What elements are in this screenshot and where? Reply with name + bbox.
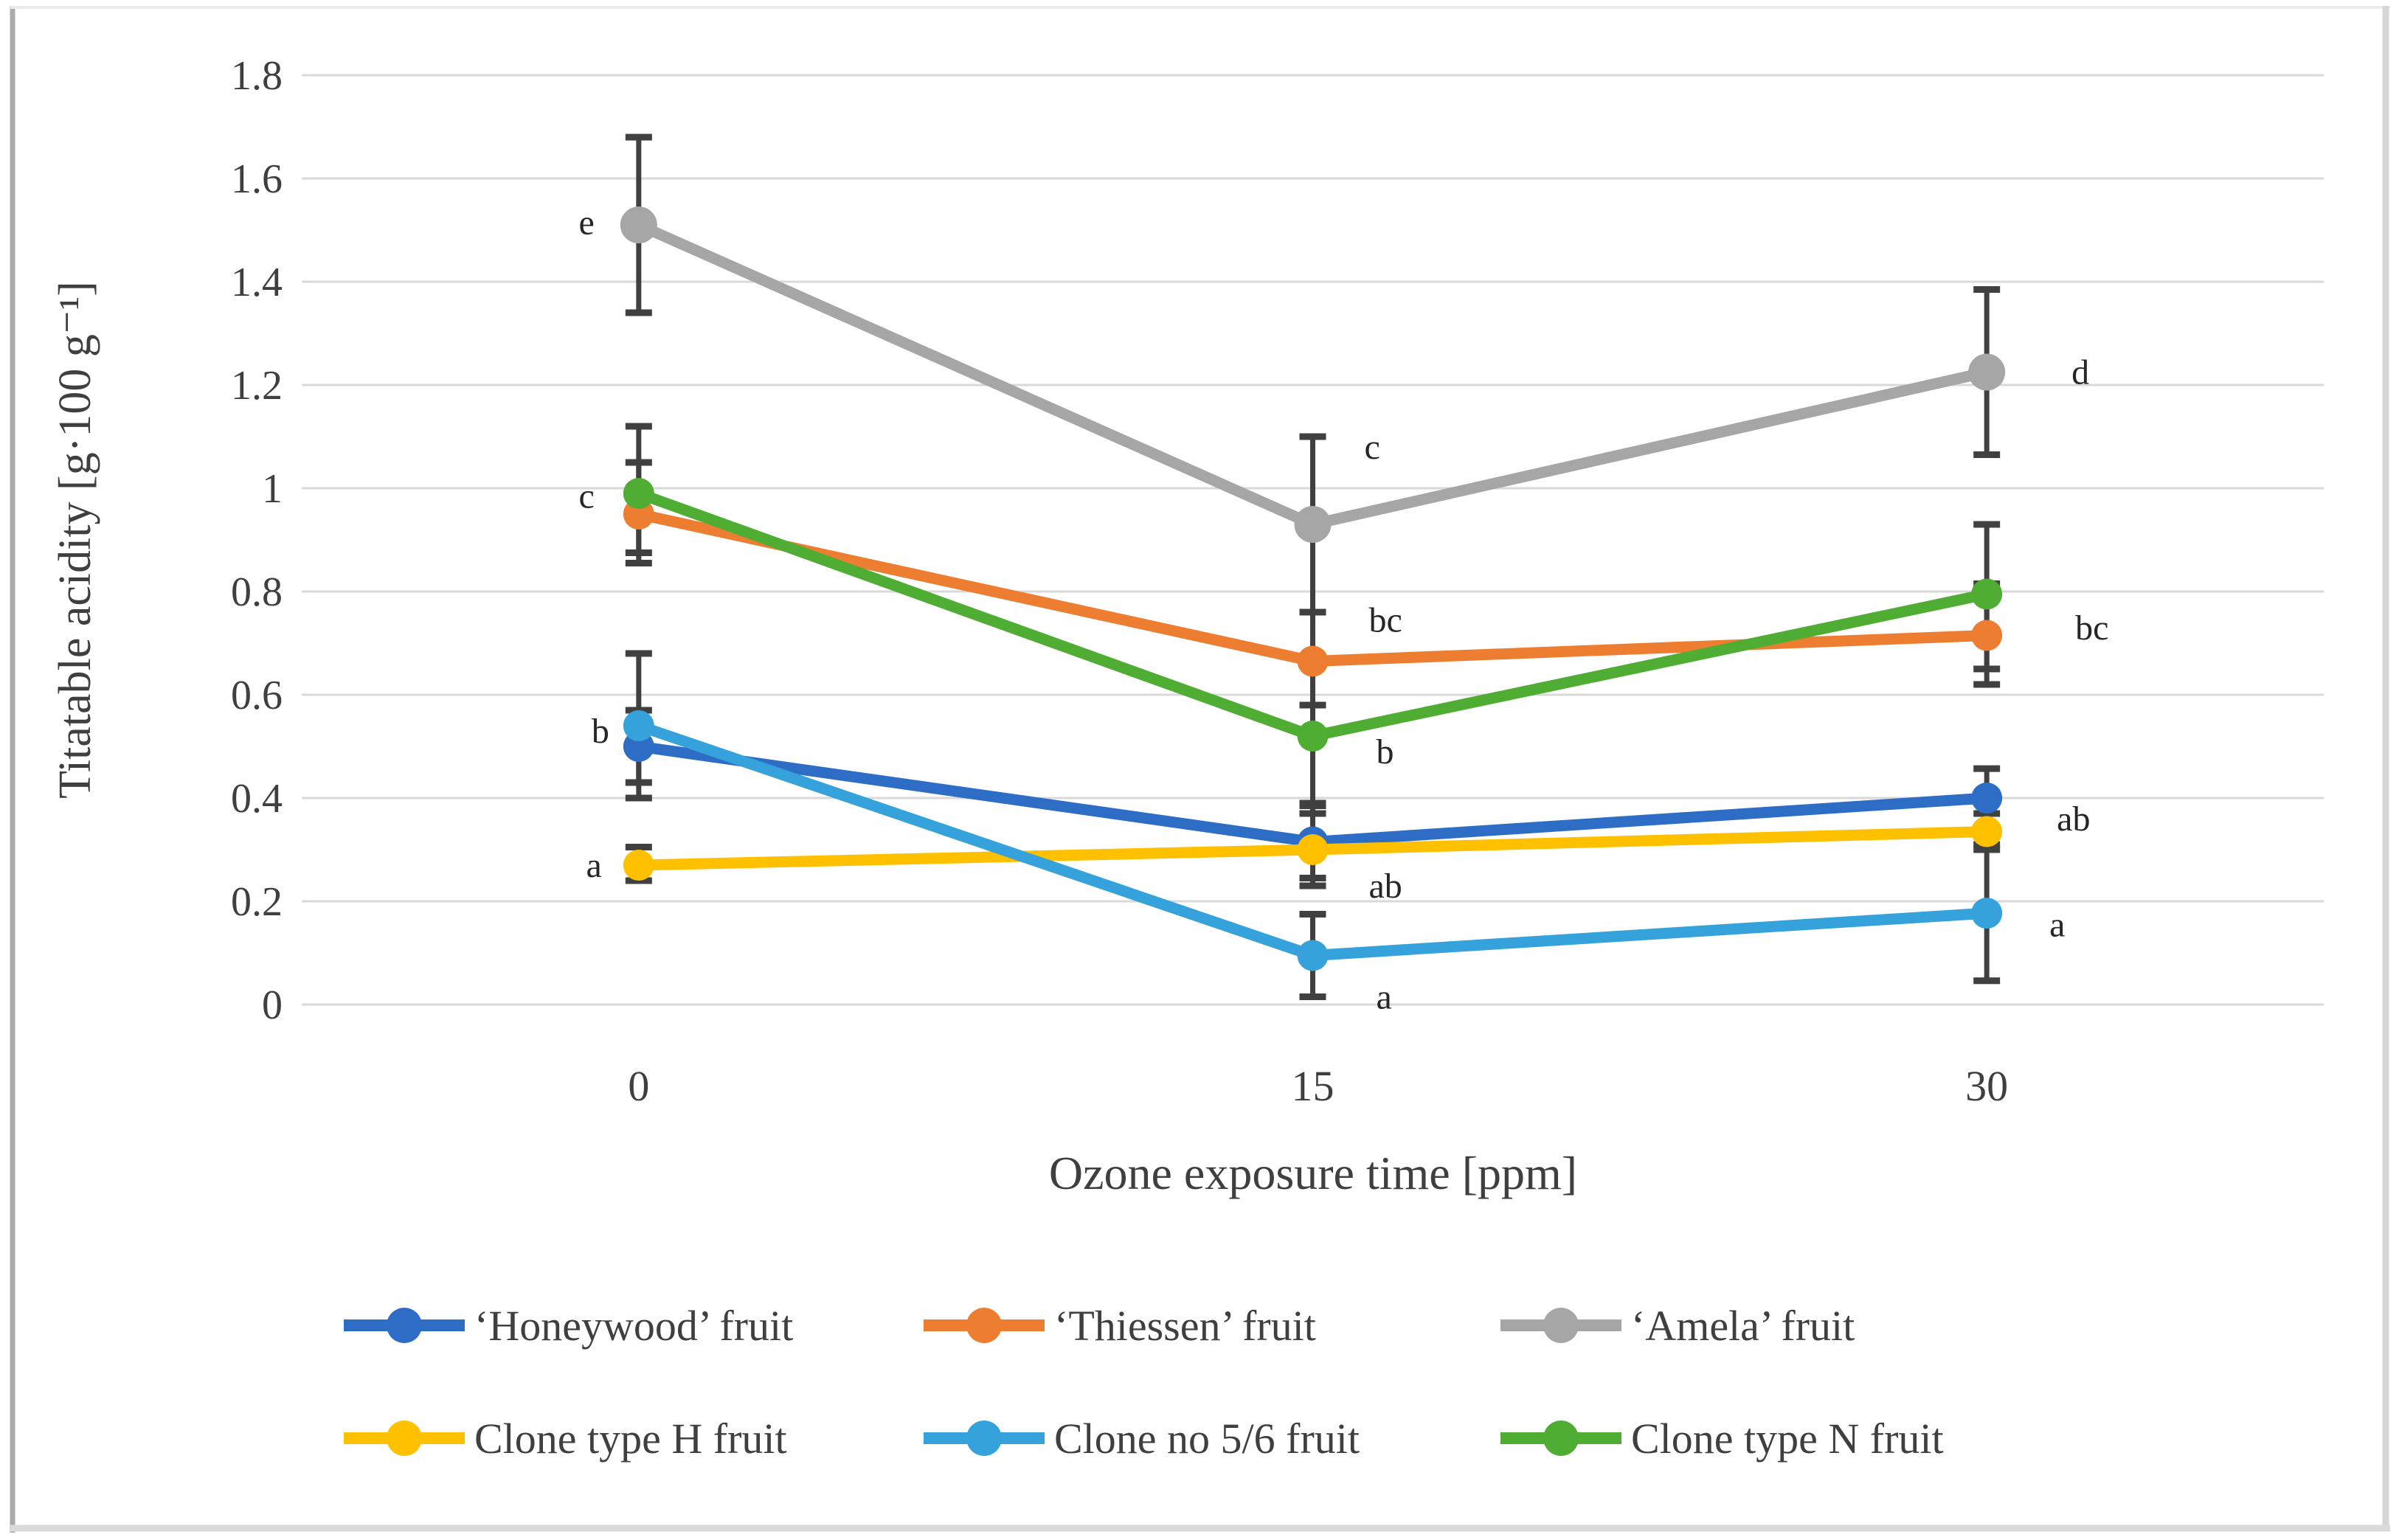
x-tick-label: 15 [1292, 1062, 1334, 1110]
legend-marker-dot [966, 1308, 1002, 1343]
legend-marker-dot [387, 1308, 422, 1343]
axis-tick-labels: 0 0.2 0.4 0.6 0.8 1 1.2 1.4 1.6 1.8 0 15 30 [231, 53, 2008, 1110]
significance-letter: e [579, 204, 595, 243]
y-tick-label: 0.4 [231, 776, 283, 822]
significance-letter: a [2049, 906, 2065, 945]
data-point [1968, 353, 2006, 391]
y-tick-label: 1.6 [231, 156, 283, 202]
data-point [1297, 645, 1329, 677]
significance-letter: a [586, 846, 602, 885]
legend-item-label: ‘Honeywood’ fruit [474, 1302, 793, 1350]
significance-letter: a [1377, 978, 1392, 1017]
y-tick-label: 0 [262, 982, 283, 1028]
significance-letter: bc [1369, 601, 1402, 640]
significance-letter: b [1377, 732, 1394, 771]
legend-item-label: ‘Amela’ fruit [1631, 1302, 1855, 1350]
data-point [1297, 940, 1329, 971]
series-amela-fruit [620, 207, 2006, 543]
legend-item-clone-type-n-fruit: Clone type N fruit [1500, 1415, 1944, 1463]
data-point [1971, 816, 2003, 847]
data-point [623, 478, 654, 509]
legend-item-amela-fruit: ‘Amela’ fruit [1500, 1302, 1855, 1350]
legend-marker-dot [1543, 1421, 1579, 1456]
series-lines [620, 207, 2006, 971]
y-tick-label: 1.8 [231, 53, 283, 99]
y-tick-label: 1 [262, 466, 283, 512]
y-axis-title: Titatable acidity [g·100 g⁻¹] [50, 281, 100, 799]
series-clone-type-n-fruit [623, 478, 2003, 752]
legend-marker-dot [387, 1421, 422, 1456]
legend-item-thiessen-fruit: ‘Thiessen’ fruit [924, 1302, 1316, 1350]
y-tick-label: 0.2 [231, 879, 283, 925]
data-point [1294, 506, 1332, 543]
significance-letter: bc [2075, 608, 2108, 648]
significance-letter: ab [2057, 800, 2090, 839]
data-point [1971, 620, 2003, 651]
legend-marker-dot [1543, 1308, 1579, 1343]
y-tick-label: 0.6 [231, 673, 283, 718]
data-point [1971, 783, 2003, 814]
y-tick-label: 1.2 [231, 363, 283, 409]
significance-letter: c [1365, 428, 1380, 467]
data-point [1297, 834, 1329, 865]
legend-item-label: Clone type N fruit [1631, 1415, 1944, 1463]
legend-item-clone-no-5-6-fruit: Clone no 5/6 fruit [924, 1415, 1360, 1463]
y-tick-label: 0.8 [231, 569, 283, 615]
data-point [623, 850, 654, 881]
data-point [623, 710, 654, 741]
x-axis-title: Ozone exposure time [ppm] [1049, 1147, 1577, 1199]
legend-item-clone-type-h-fruit: Clone type H fruit [344, 1415, 787, 1463]
legend-item-label: Clone type H fruit [474, 1415, 787, 1463]
chart-legend: ‘Honeywood’ fruit ‘Thiessen’ fruit ‘Amela’… [344, 1302, 1944, 1463]
y-tick-label: 1.4 [231, 260, 283, 305]
x-tick-label: 30 [1965, 1062, 2008, 1110]
data-point [1971, 578, 2003, 610]
legend-marker-dot [966, 1421, 1002, 1456]
legend-item-honeywood-fruit: ‘Honeywood’ fruit [344, 1302, 793, 1350]
figure-border [10, 6, 2390, 1533]
data-point [1297, 721, 1329, 752]
significance-letter: b [592, 712, 609, 751]
data-point [620, 207, 657, 243]
x-tick-label: 0 [628, 1062, 649, 1110]
legend-item-label: ‘Thiessen’ fruit [1054, 1302, 1316, 1350]
series-clone-type-h-fruit [623, 816, 2003, 881]
data-point [1971, 898, 2003, 929]
legend-item-label: Clone no 5/6 fruit [1054, 1415, 1360, 1463]
significance-letter: ab [1369, 867, 1402, 906]
significance-letters: e c b a c bc b ab a d bc ab a [579, 204, 2109, 1017]
significance-letter: d [2071, 353, 2089, 392]
series-clone-no-5-6-fruit [623, 710, 2003, 971]
significance-letter: c [579, 477, 595, 516]
